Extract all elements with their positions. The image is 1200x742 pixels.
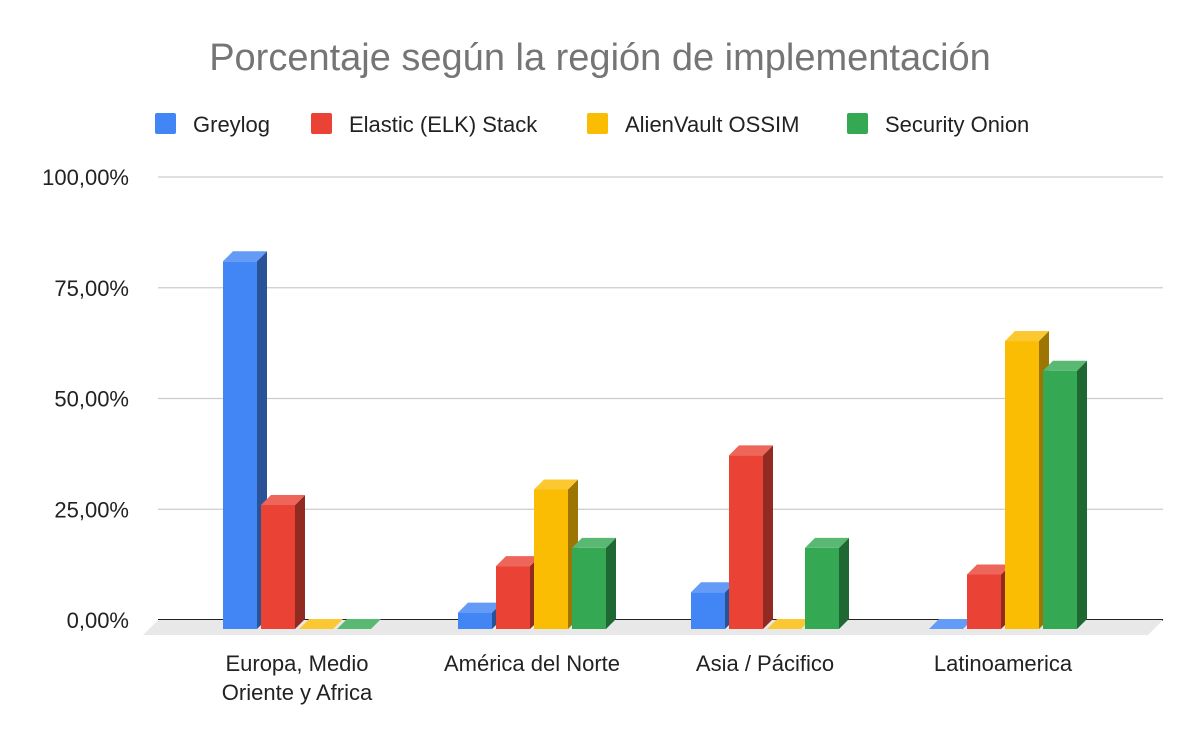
bar: [534, 479, 578, 629]
y-tick-label: 0,00%: [67, 608, 129, 633]
bar: [572, 537, 616, 629]
bar: [729, 445, 773, 629]
bar: [223, 251, 267, 629]
y-tick-label: 50,00%: [54, 387, 129, 412]
bar: [337, 619, 381, 629]
legend-label: AlienVault OSSIM: [625, 112, 799, 137]
bar: [1005, 331, 1049, 629]
bar: [929, 619, 973, 629]
y-tick-label: 75,00%: [54, 276, 129, 301]
bar: [458, 602, 502, 629]
x-tick-label: Latinoamerica: [934, 651, 1073, 676]
bar: [767, 619, 811, 629]
legend-swatch: [311, 113, 332, 134]
y-axis-ticks: 0,00% 25,00% 50,00% 75,00% 100,00%: [42, 165, 129, 633]
legend-swatch: [587, 113, 608, 134]
x-tick-label: América del Norte: [444, 651, 620, 676]
bar: [299, 619, 343, 629]
x-tick-label: Asia / Pácifico: [696, 651, 834, 676]
legend-swatch: [155, 113, 176, 134]
x-tick-label: Europa, Medio Oriente y Africa: [222, 651, 373, 705]
chart-title: Porcentaje según la región de implementa…: [209, 37, 991, 79]
y-tick-label: 100,00%: [42, 165, 129, 190]
legend-label: Greylog: [193, 112, 270, 137]
chart-floor: [143, 620, 1163, 635]
bar: [496, 556, 540, 629]
bar: [1043, 360, 1087, 629]
legend: Greylog Elastic (ELK) Stack AlienVault OSS…: [155, 112, 1029, 137]
legend-label: Security Onion: [885, 112, 1029, 137]
y-tick-label: 25,00%: [54, 497, 129, 522]
bar: [967, 564, 1011, 629]
legend-label: Elastic (ELK) Stack: [349, 112, 538, 137]
bar: [805, 537, 849, 629]
bar: [691, 582, 735, 629]
floor-plane: [143, 620, 1163, 635]
bar: [261, 494, 305, 629]
legend-swatch: [847, 113, 868, 134]
x-axis-labels: Europa, Medio Oriente y Africa América del…: [222, 651, 1073, 705]
bars: [223, 251, 1087, 629]
